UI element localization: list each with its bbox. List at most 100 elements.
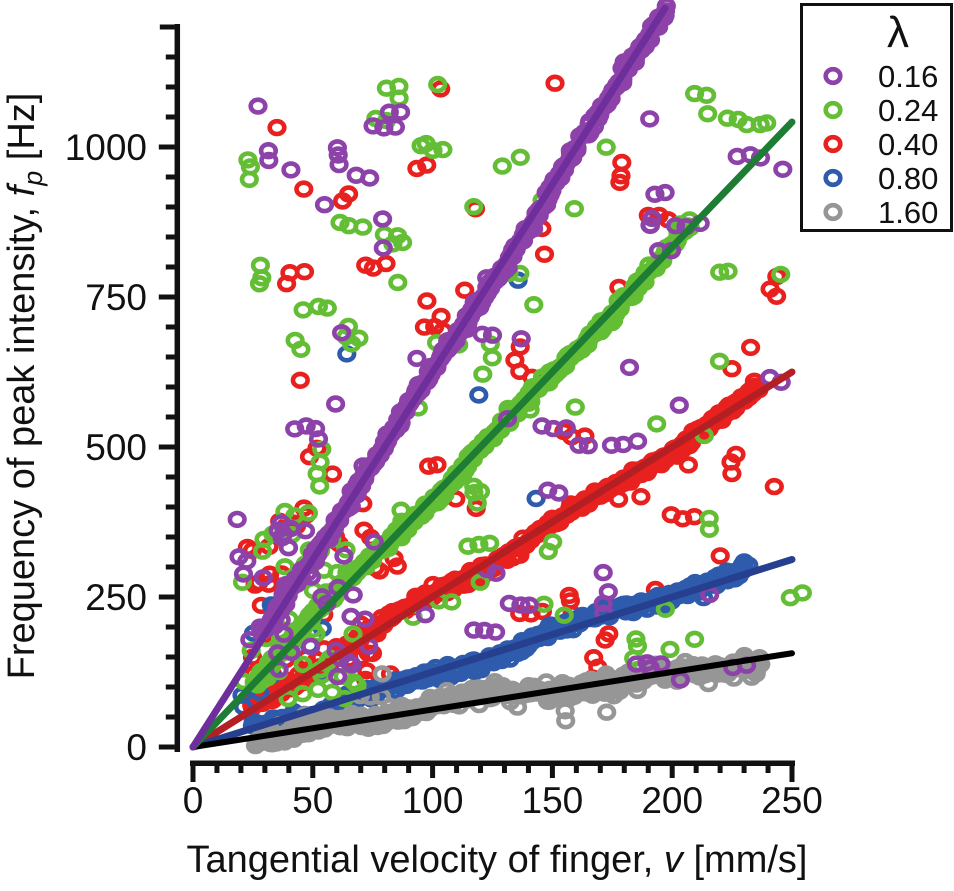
data-point [595,631,615,649]
data-point [373,210,393,228]
data-point [248,97,268,115]
x-tick-label: 250 [761,780,823,821]
data-point [229,548,249,566]
data-point [497,410,518,428]
data-point [227,510,247,529]
data-point [740,338,761,357]
data-point [458,537,478,555]
data-point [259,151,279,170]
data-point [640,110,660,128]
data-point [417,292,437,310]
data-point [295,522,316,540]
data-point [293,655,313,674]
data-point [294,180,314,198]
data-point [710,263,730,281]
data-point [376,254,396,273]
data-point [486,564,506,582]
data-point [314,196,335,214]
data-point [610,173,630,192]
legend-swatch-lambda-0.24 [823,100,843,120]
data-point [417,156,437,174]
data-point [645,185,665,204]
data-point [559,586,579,605]
data-point [290,371,310,389]
data-point [569,436,589,454]
x-tick-label: 50 [292,780,333,821]
fit-line-lambda-1.60 [190,650,795,750]
data-point [626,655,647,673]
y-tick-label: 500 [85,427,147,468]
data-point [545,74,565,92]
data-point [631,488,651,506]
legend-label-lambda-1.60: 1.60 [878,195,938,230]
data-point [564,200,585,218]
data-point [593,594,613,613]
data-point [660,640,680,659]
data-point [482,326,503,344]
data-point [655,600,676,618]
data-point [379,103,399,121]
data-point [372,665,392,683]
legend-swatch-lambda-0.40 [823,134,843,154]
data-point [329,155,349,174]
data-point [342,335,362,353]
data-point [764,477,784,496]
data-point [328,146,348,164]
data-point [604,687,624,705]
data-point [665,217,686,235]
data-point [684,508,705,526]
data-point [374,119,394,137]
data-point [258,142,279,160]
y-tick-label: 750 [85,277,147,318]
data-point [425,318,445,336]
x-tick-label: 100 [402,780,464,821]
data-point [326,395,346,413]
data-point [647,415,667,433]
data-point [455,281,475,299]
data-point [486,623,506,641]
data-point [684,630,705,648]
data-point [347,676,367,694]
data-point [718,262,738,280]
data-point [556,419,576,437]
data-point [407,159,427,178]
data-point [343,625,363,643]
data-point [285,331,305,350]
legend: λ 0.160.240.400.801.60 [800,3,953,232]
data-point [253,569,273,587]
data-point [651,655,671,673]
data-point [554,606,574,624]
y-tick-label: 1000 [65,127,147,168]
data-point [555,702,575,720]
data-point [407,349,427,368]
fit-line-lambda-0.16 [189,4,669,751]
data-point [470,482,491,501]
data-point [308,430,329,448]
x-tick-label: 200 [641,780,703,821]
data-point [612,153,632,172]
data-point [419,457,439,475]
data-point [524,296,544,314]
data-point [601,436,622,454]
data-point [520,401,540,419]
fit-line-lambda-0.40 [189,368,796,751]
data-point [698,105,718,123]
data-point [678,456,699,474]
data-point [293,301,313,319]
y-axis-title: Frequency of peak intensity, fp [Hz] [1,93,48,680]
data-point [482,349,502,367]
y-tick-label: 0 [126,727,147,768]
data-point [595,684,615,702]
legend-swatch-lambda-1.60 [823,202,843,222]
data-point [296,417,316,435]
x-tick-label: 0 [183,780,204,821]
data-point [322,683,342,701]
data-point [640,216,661,234]
data-point [519,596,539,614]
data-point [771,265,791,284]
data-point [722,464,742,483]
data-point [355,610,375,628]
data-point [353,218,373,236]
data-point [354,521,374,539]
